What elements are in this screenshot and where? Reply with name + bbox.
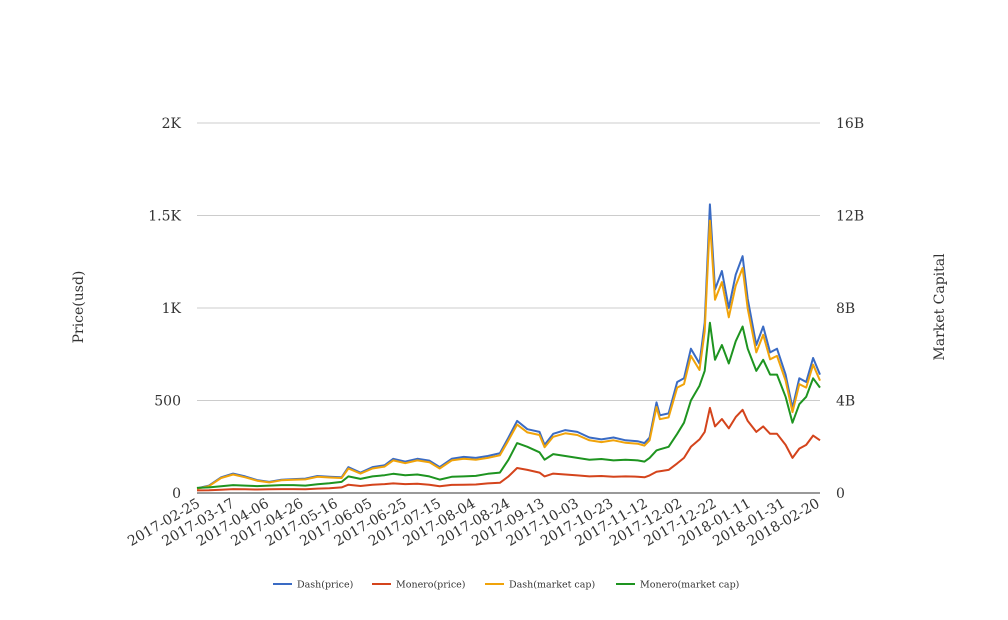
series-line-dash-market-cap [196, 219, 821, 490]
legend-label: Monero(market cap) [640, 580, 739, 591]
y2-tick-label: 4B [836, 394, 855, 410]
legend-item[interactable]: Monero(price) [372, 580, 465, 591]
y2-tick-label: 12B [836, 209, 864, 225]
series-line-monero-market-cap [196, 321, 821, 489]
y2-tick-label: 16B [836, 116, 864, 132]
gridlines [197, 122, 820, 401]
y-axis-right-ticks: 0 4B 8B 12B 16B [836, 116, 864, 502]
legend-label: Dash(market cap) [509, 580, 595, 591]
legend-item[interactable]: Monero(market cap) [616, 580, 739, 591]
series-line-dash-price [196, 203, 821, 490]
y-axis-right-title: Market Capital [932, 253, 948, 361]
y-tick-label: 2K [162, 116, 182, 132]
y-axis-left-ticks: 0 500 1K 1.5K 2K [148, 116, 181, 502]
series-line-monero-price [196, 406, 821, 492]
y-tick-label: 500 [154, 394, 181, 410]
series-lines [196, 203, 821, 492]
y-axis-left-title: Price(usd) [71, 271, 87, 344]
legend-item[interactable]: Dash(price) [273, 580, 353, 591]
legend-label: Dash(price) [297, 580, 353, 591]
x-axis-ticks: 2017-02-252017-03-172017-04-062017-04-26… [125, 496, 822, 550]
y-tick-label: 1.5K [148, 209, 181, 225]
y-tick-label: 1K [162, 301, 182, 317]
legend-label: Monero(price) [396, 580, 465, 591]
y2-tick-label: 0 [836, 486, 845, 502]
y-tick-label: 0 [172, 486, 181, 502]
legend: Dash(price) Monero(price) Dash(market cap)… [273, 580, 739, 591]
y2-tick-label: 8B [836, 301, 855, 317]
legend-item[interactable]: Dash(market cap) [485, 580, 595, 591]
